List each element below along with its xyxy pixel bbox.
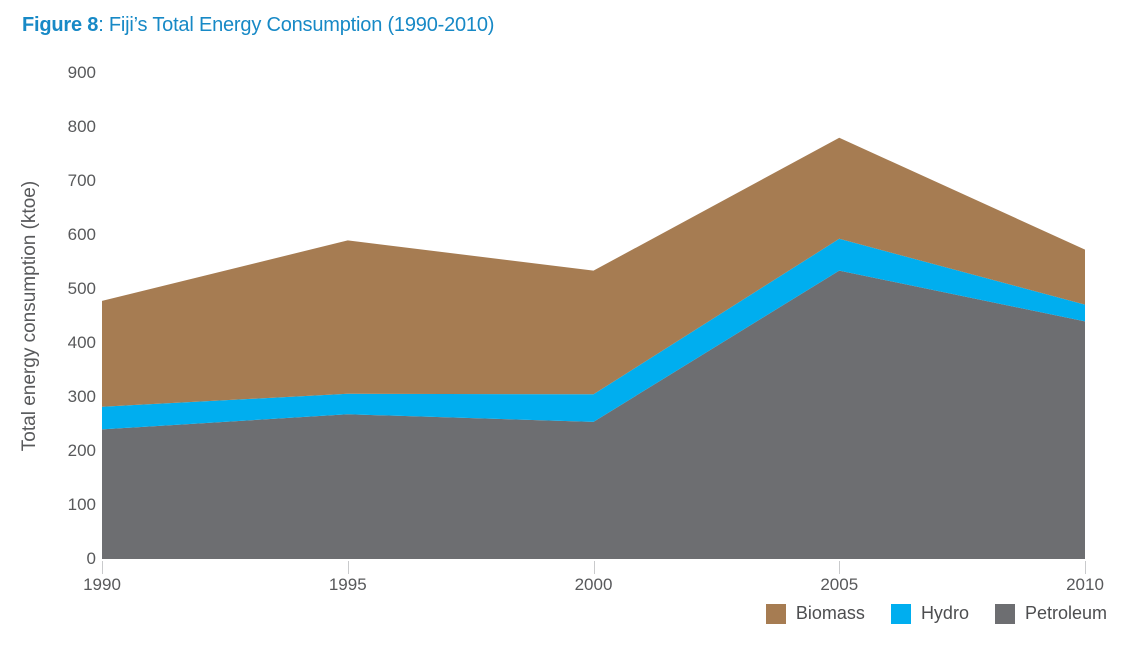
y-tick-label-900: 900	[67, 63, 96, 82]
legend-swatch-petroleum-icon	[994, 603, 1015, 624]
legend-swatch-biomass-icon	[765, 603, 786, 624]
chart-legend: Biomass Hydro Petroleum	[765, 603, 1107, 624]
y-tick-label-400: 400	[67, 333, 96, 352]
figure-title: Figure 8: Fiji’s Total Energy Consumptio…	[22, 14, 494, 37]
y-tick-label-200: 200	[67, 441, 96, 460]
x-tick-mark-1990	[102, 561, 103, 574]
figure-title-text: : Fiji’s Total Energy Consumption (1990-…	[98, 14, 495, 36]
x-tick-mark-2010	[1085, 561, 1086, 574]
y-tick-label-700: 700	[67, 171, 96, 190]
y-tick-label-300: 300	[67, 387, 96, 406]
legend-item-petroleum: Petroleum	[994, 603, 1107, 624]
area-petroleum	[102, 270, 1085, 559]
legend-item-hydro: Hydro	[890, 603, 969, 624]
y-tick-label-600: 600	[67, 225, 96, 244]
x-tick-mark-1995	[347, 561, 349, 574]
legend-swatch-hydro-icon	[890, 603, 911, 624]
x-tick-label-2000: 2000	[574, 575, 613, 594]
y-tick-label-500: 500	[67, 279, 96, 298]
legend-label-biomass: Biomass	[795, 603, 865, 623]
area-hydro	[102, 238, 1085, 430]
y-tick-label-100: 100	[67, 495, 96, 514]
y-tick-label-0: 0	[86, 549, 96, 568]
area-biomass	[102, 137, 1085, 407]
x-tick-label-2005: 2005	[820, 575, 859, 594]
y-tick-label-800: 800	[67, 117, 96, 136]
x-tick-label-2010: 2010	[1066, 575, 1104, 594]
figure-label: Figure 8	[22, 14, 99, 36]
legend-label-hydro: Hydro	[920, 603, 969, 623]
x-tick-label-1995: 1995	[328, 575, 367, 594]
x-tick-mark-2000	[593, 561, 595, 574]
x-tick-mark-2005	[839, 561, 841, 574]
legend-item-biomass: Biomass	[765, 603, 865, 624]
legend-label-petroleum: Petroleum	[1024, 603, 1107, 623]
x-tick-label-1990: 1990	[83, 575, 121, 594]
